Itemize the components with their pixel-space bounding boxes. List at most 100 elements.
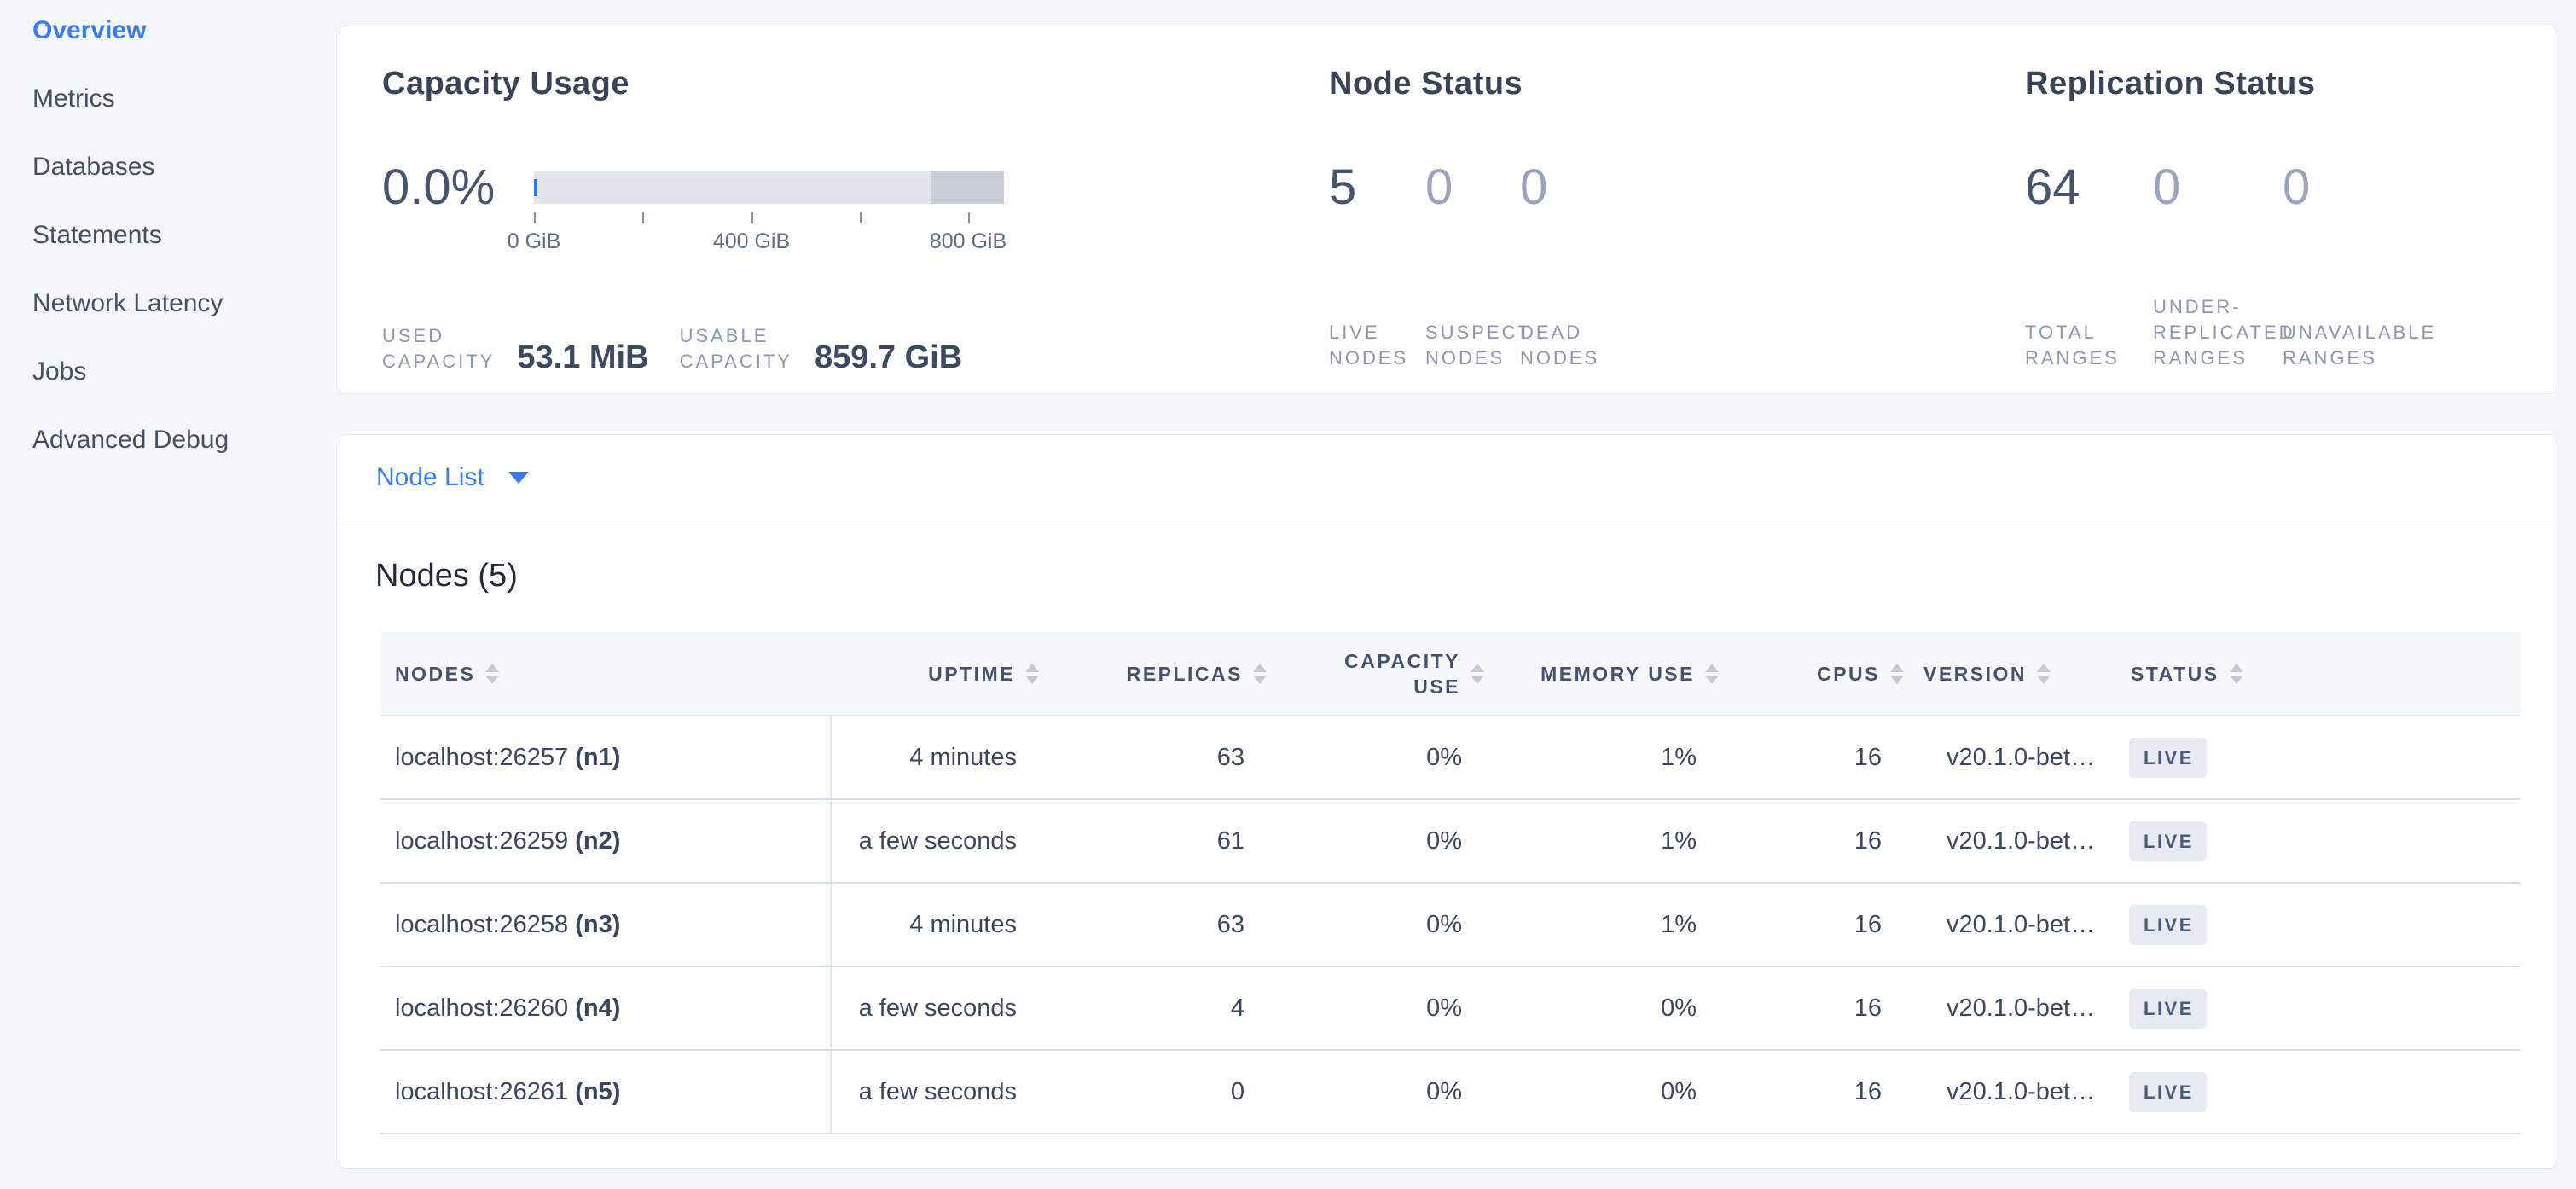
- column-header-version[interactable]: VERSION: [1909, 632, 2116, 716]
- sidebar-item-databases[interactable]: Databases: [32, 153, 155, 181]
- usable-capacity-label: USABLE CAPACITY: [679, 325, 792, 372]
- column-header-capacity_use[interactable]: CAPACITY USE: [1272, 632, 1489, 716]
- sidebar-item-overview[interactable]: Overview: [32, 16, 147, 44]
- nodes-table: NODES UPTIME REPLICAS CAPACITY USE MEMORY US…: [380, 632, 2521, 1134]
- node-memory_use-cell: 1%: [1489, 799, 1724, 884]
- replication-label-total-ranges: TOTAL RANGES: [2025, 322, 2120, 368]
- column-header-label: UPTIME: [928, 662, 1015, 685]
- node-address: localhost:26260: [395, 994, 576, 1022]
- sidebar-item-statements[interactable]: Statements: [32, 221, 162, 249]
- node-status-cell: LIVE: [2116, 883, 2521, 967]
- node-address-cell: localhost:26257 (n1): [380, 716, 832, 800]
- column-header-label: STATUS: [2131, 662, 2219, 685]
- status-badge: LIVE: [2129, 821, 2207, 861]
- node-status-title: Node Status: [1329, 66, 1523, 102]
- column-header-memory_use[interactable]: MEMORY USE: [1489, 632, 1724, 716]
- sort-icon[interactable]: [1471, 663, 1484, 684]
- node-id: (n5): [575, 1077, 621, 1105]
- sort-icon[interactable]: [1705, 663, 1719, 684]
- node-status-cell: LIVE: [2116, 799, 2521, 884]
- capacity-bar-reserved-segment: [931, 171, 1004, 204]
- column-header-nodes[interactable]: NODES: [380, 632, 831, 716]
- table-row: localhost:26261 (n5) a few seconds 0 0% 0% 16…: [380, 1050, 2521, 1134]
- axis-label-0: 0 GiB: [507, 229, 561, 253]
- node-address: localhost:26258: [395, 910, 576, 938]
- node-version-cell: v20.1.0-bet…: [1909, 1050, 2116, 1134]
- sort-icon[interactable]: [485, 663, 500, 684]
- sidebar-item-jobs[interactable]: Jobs: [32, 357, 87, 386]
- column-header-replicas[interactable]: REPLICAS: [1044, 632, 1272, 716]
- node-status-value-suspect-nodes: 0: [1425, 160, 1453, 215]
- status-badge: LIVE: [2129, 737, 2207, 778]
- node-address-cell: localhost:26259 (n2): [380, 799, 832, 884]
- sort-icon[interactable]: [2037, 663, 2051, 684]
- node-cpus-cell: 16: [1724, 1050, 1909, 1134]
- node-memory_use-cell: 1%: [1489, 716, 1724, 800]
- replication-label-under-replicated-ranges: UNDER- REPLICATED RANGES: [2153, 296, 2295, 368]
- node-uptime-cell: a few seconds: [831, 1050, 1044, 1134]
- used-capacity-value: 53.1 MiB: [517, 339, 649, 375]
- capacity-axis-ticks: [534, 212, 1004, 224]
- sort-icon[interactable]: [1025, 663, 1039, 684]
- nodes-table-title: Nodes (5): [375, 558, 518, 594]
- node-list-header-bar: Node List: [339, 435, 2556, 519]
- axis-tick: [751, 212, 753, 223]
- replication-value-total-ranges: 64: [2025, 160, 2080, 215]
- axis-tick: [534, 212, 536, 223]
- capacity-bar: [534, 171, 1004, 204]
- node-status-label-live-nodes: LIVE NODES: [1329, 322, 1409, 368]
- node-status-label-dead-nodes: DEAD NODES: [1520, 322, 1600, 368]
- sort-icon[interactable]: [2229, 663, 2243, 684]
- node-list-dropdown[interactable]: Node List: [376, 435, 529, 519]
- replication-value-under-replicated-ranges: 0: [2153, 160, 2181, 215]
- status-badge: LIVE: [2129, 904, 2207, 945]
- node-uptime-cell: 4 minutes: [831, 716, 1044, 800]
- node-status-section: Node Status 5 LIVE NODES 0 SUSPECT NODES 0 DEAD…: [1329, 26, 1977, 393]
- status-badge: LIVE: [2129, 1071, 2207, 1112]
- node-uptime-cell: a few seconds: [831, 799, 1044, 884]
- sidebar-item-advanced-debug[interactable]: Advanced Debug: [32, 426, 229, 454]
- column-header-label: MEMORY USE: [1540, 662, 1695, 685]
- node-id: (n4): [575, 994, 621, 1022]
- sort-icon[interactable]: [1253, 663, 1267, 684]
- sidebar-item-network-latency[interactable]: Network Latency: [32, 289, 223, 317]
- replication-value-unavailable-ranges: 0: [2283, 160, 2311, 215]
- node-address-cell: localhost:26261 (n5): [380, 1050, 832, 1134]
- node-capacity_use-cell: 0%: [1272, 716, 1489, 800]
- node-id: (n1): [575, 743, 621, 771]
- used-capacity-label: USED CAPACITY: [382, 325, 496, 372]
- node-memory_use-cell: 0%: [1489, 966, 1724, 1051]
- column-header-uptime[interactable]: UPTIME: [831, 632, 1044, 716]
- table-row: localhost:26260 (n4) a few seconds 4 0% 0% 16…: [380, 966, 2521, 1051]
- replication-status-section: Replication Status 64 TOTAL RANGES 0 UNDER- R…: [2025, 26, 2554, 393]
- node-replicas-cell: 63: [1044, 883, 1272, 967]
- node-cpus-cell: 16: [1724, 716, 1909, 800]
- node-memory_use-cell: 1%: [1489, 883, 1724, 967]
- axis-tick: [860, 212, 862, 223]
- cluster-summary-card: Capacity Usage 0.0% 0 GiB 400 GiB 800 Gi…: [339, 26, 2556, 394]
- node-status-value-dead-nodes: 0: [1520, 160, 1548, 215]
- capacity-bar-used-indicator: [534, 179, 537, 196]
- node-address-cell: localhost:26258 (n3): [380, 883, 832, 967]
- node-status-cell: LIVE: [2116, 966, 2521, 1051]
- chevron-down-icon[interactable]: [508, 471, 529, 484]
- node-replicas-cell: 4: [1044, 966, 1272, 1051]
- node-cpus-cell: 16: [1724, 966, 1909, 1051]
- node-version-cell: v20.1.0-bet…: [1909, 716, 2116, 800]
- capacity-axis-labels: 0 GiB 400 GiB 800 GiB: [508, 229, 1007, 255]
- column-header-label: CPUS: [1817, 662, 1880, 685]
- sidebar-item-metrics[interactable]: Metrics: [32, 84, 115, 113]
- node-uptime-cell: 4 minutes: [831, 883, 1044, 967]
- node-status-value-live-nodes: 5: [1329, 160, 1357, 215]
- node-cpus-cell: 16: [1724, 883, 1909, 967]
- column-header-cpus[interactable]: CPUS: [1724, 632, 1909, 716]
- sort-icon[interactable]: [1890, 663, 1904, 684]
- node-version-cell: v20.1.0-bet…: [1909, 966, 2116, 1051]
- node-address-cell: localhost:26260 (n4): [380, 966, 832, 1051]
- usable-capacity-value: 859.7 GiB: [814, 339, 963, 375]
- node-id: (n3): [575, 910, 621, 938]
- column-header-status[interactable]: STATUS: [2116, 632, 2521, 716]
- node-status-label-suspect-nodes: SUSPECT NODES: [1425, 322, 1532, 368]
- node-address: localhost:26259: [395, 826, 576, 855]
- node-cpus-cell: 16: [1724, 799, 1909, 884]
